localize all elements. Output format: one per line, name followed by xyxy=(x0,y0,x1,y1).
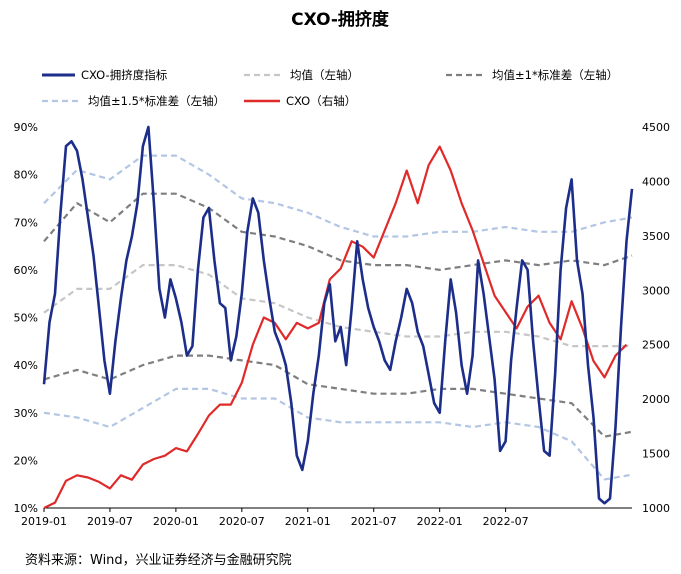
right-tick-label: 1500 xyxy=(642,448,670,461)
right-tick-label: 1000 xyxy=(642,502,670,515)
x-tick-label: 2019-07 xyxy=(87,515,133,528)
left-tick-label: 30% xyxy=(14,407,38,420)
right-tick-label: 3000 xyxy=(642,284,670,297)
x-tick-label: 2022-01 xyxy=(417,515,463,528)
left-tick-label: 10% xyxy=(14,502,38,515)
legend: CXO-拥挤度指标 均值（左轴） 均值±1*标准差（左轴） 均值±1.5*标准差… xyxy=(42,68,618,108)
x-tick-label: 2020-01 xyxy=(153,515,199,528)
series-sd15-upper-line xyxy=(43,154,633,238)
right-tick-label: 2500 xyxy=(642,339,670,352)
left-tick-label: 90% xyxy=(14,121,38,134)
series-sd1-upper-line xyxy=(43,192,633,271)
source-note: 资料来源：Wind，兴业证券经济与金融研究院 xyxy=(25,552,292,568)
legend-label-cxo: CXO（右轴） xyxy=(286,94,356,108)
x-tick-label: 2022-07 xyxy=(483,515,529,528)
legend-label-mean: 均值（左轴） xyxy=(290,68,359,82)
x-tick-label: 2019-01 xyxy=(21,515,67,528)
right-tick-label: 4000 xyxy=(642,175,670,188)
series-layer xyxy=(42,125,634,509)
series-crowding-line xyxy=(42,125,634,505)
series-sd1-lower-line xyxy=(43,354,633,438)
right-tick-label: 3500 xyxy=(642,230,670,243)
x-axis-ticks: 2019-01 2019-07 2020-01 2020-07 2021-01 2021-… xyxy=(21,508,529,528)
left-tick-label: 40% xyxy=(14,359,38,372)
x-tick-label: 2021-07 xyxy=(351,515,397,528)
chart-title: CXO-拥挤度 xyxy=(291,9,390,30)
right-tick-label: 2000 xyxy=(642,393,670,406)
right-tick-label: 4500 xyxy=(642,121,670,134)
left-axis-ticks: 90% 80% 70% 60% 50% 40% 30% 20% 10% xyxy=(14,121,38,515)
x-tick-label: 2021-01 xyxy=(285,515,331,528)
left-tick-label: 60% xyxy=(14,264,38,277)
legend-label-sd15: 均值±1.5*标准差（左轴） xyxy=(88,94,225,108)
legend-label-crowding: CXO-拥挤度指标 xyxy=(81,68,167,82)
x-tick-label: 2020-07 xyxy=(219,515,265,528)
left-tick-label: 50% xyxy=(14,312,38,325)
left-tick-label: 20% xyxy=(14,454,38,467)
left-tick-label: 80% xyxy=(14,169,38,182)
series-sd15-lower-line xyxy=(43,387,633,481)
left-tick-label: 70% xyxy=(14,216,38,229)
legend-label-sd1: 均值±1*标准差（左轴） xyxy=(492,68,618,82)
right-axis-ticks: 4500 4000 3500 3000 2500 2000 1500 1000 xyxy=(642,121,670,515)
